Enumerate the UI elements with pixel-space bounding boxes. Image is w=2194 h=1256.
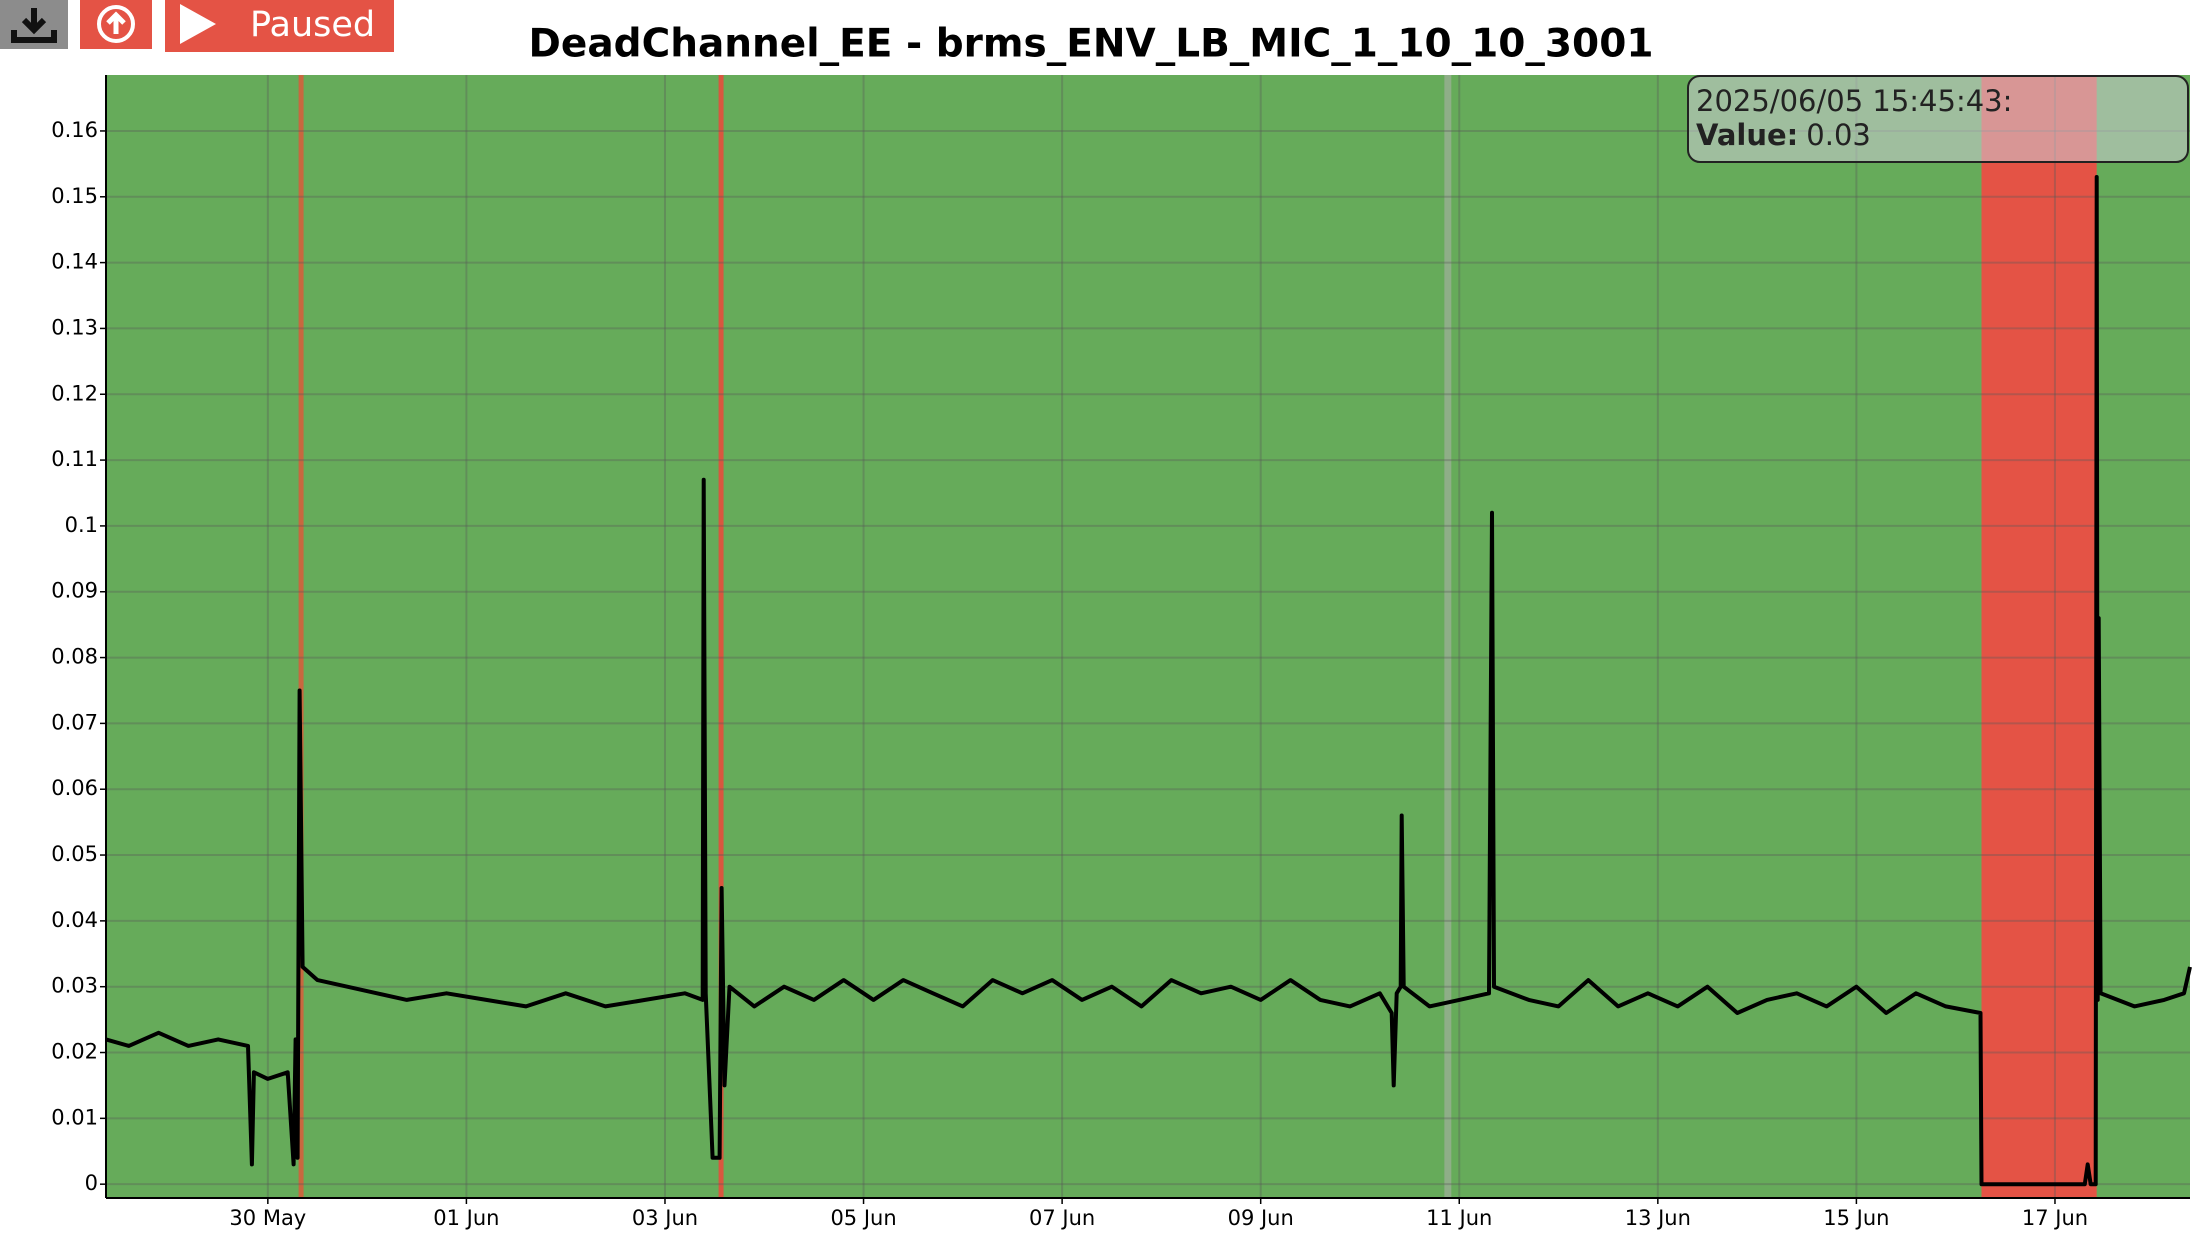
x-tick-label: 30 May	[229, 1206, 306, 1230]
y-tick-label: 0.05	[51, 842, 98, 866]
y-tick-label: 0.09	[51, 579, 98, 603]
y-tick-label: 0.08	[51, 645, 98, 669]
y-tick-label: 0.07	[51, 710, 98, 734]
x-tick-label: 15 Jun	[1823, 1206, 1889, 1230]
tooltip-number: 0.03	[1806, 118, 1871, 152]
tooltip-time: 2025/06/05 15:45:43:	[1696, 84, 2012, 118]
alarm-band	[1981, 75, 2097, 1198]
x-tick-label: 01 Jun	[433, 1206, 499, 1230]
tooltip-label: Value:	[1696, 118, 1798, 152]
status-label: Paused	[250, 5, 375, 45]
x-tick-label: 05 Jun	[830, 1206, 896, 1230]
y-tick-label: 0.01	[51, 1105, 98, 1129]
data-line	[105, 175, 2192, 1187]
x-tick-label: 13 Jun	[1625, 1206, 1691, 1230]
chart-title: DeadChannel_EE - brms_ENV_LB_MIC_1_10_10…	[529, 22, 1654, 67]
x-tick-label: 03 Jun	[632, 1206, 698, 1230]
x-tick-label: 09 Jun	[1228, 1206, 1294, 1230]
y-tick-label: 0.14	[51, 250, 98, 274]
alarm-band	[718, 75, 724, 1198]
y-tick-label: 0.15	[51, 184, 98, 208]
y-tick-label: 0	[85, 1171, 98, 1195]
download-icon	[11, 8, 57, 43]
y-tick-label: 0.1	[65, 513, 98, 537]
alarm-band	[1444, 75, 1452, 1198]
upload-arrow	[106, 11, 126, 34]
y-tick-label: 0.11	[51, 447, 98, 471]
upload-icon	[97, 5, 135, 43]
x-tick-label: 07 Jun	[1029, 1206, 1095, 1230]
y-tick-label: 0.13	[51, 315, 98, 339]
tooltip-box	[1687, 75, 2189, 163]
y-tick-label: 0.02	[51, 1040, 98, 1064]
y-tick-label: 0.12	[51, 381, 98, 405]
tooltip-value: Value: 0.03	[1696, 118, 1871, 152]
x-tick-label: 17 Jun	[2022, 1206, 2088, 1230]
y-tick-label: 0.04	[51, 908, 98, 932]
alarm-band	[298, 75, 304, 1198]
y-tick-label: 0.06	[51, 776, 98, 800]
x-tick-label: 11 Jun	[1426, 1206, 1492, 1230]
y-tick-label: 0.03	[51, 974, 98, 998]
y-tick-label: 0.16	[51, 118, 98, 142]
plot-area: 0 0.01 0.02 0.03 0.04 0.05 0.06 0.07 0.08 0.09 0.1…	[51, 75, 2192, 1230]
play-icon	[180, 4, 216, 44]
plot-background	[106, 75, 2190, 1198]
